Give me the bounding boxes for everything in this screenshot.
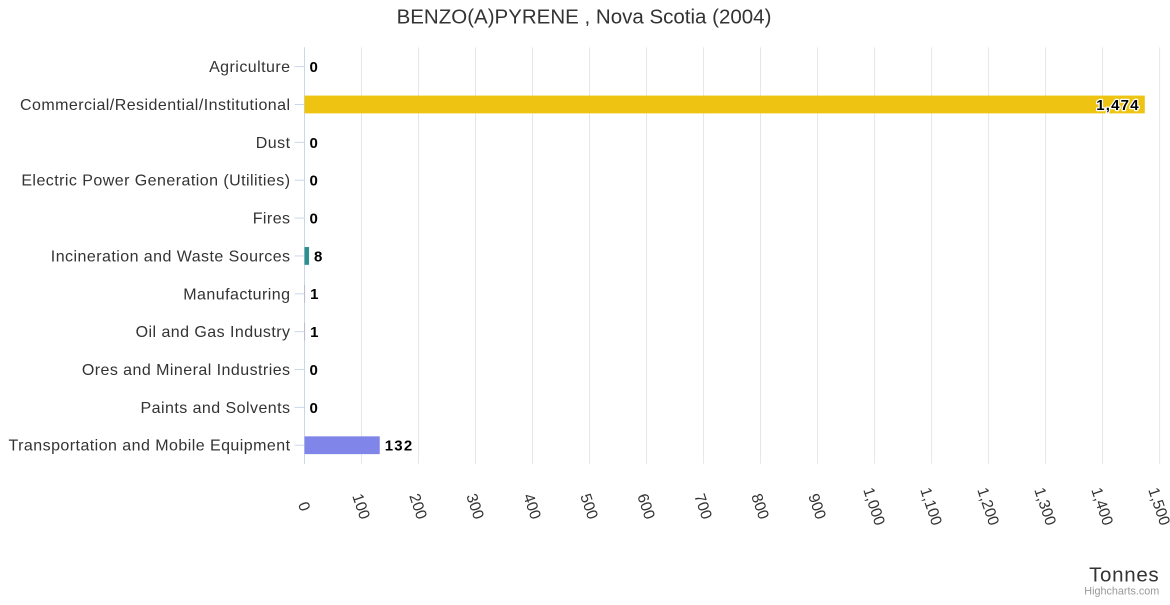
svg-text:Tonnes: Tonnes [1089,564,1159,587]
svg-text:Oil and Gas Industry: Oil and Gas Industry [136,324,291,341]
svg-text:0: 0 [310,362,320,379]
svg-text:Agriculture: Agriculture [209,59,290,76]
svg-text:0: 0 [310,135,320,152]
svg-text:132: 132 [385,438,414,455]
svg-text:Paints and Solvents: Paints and Solvents [141,400,291,417]
svg-text:Highcharts.com: Highcharts.com [1084,586,1159,598]
svg-text:Dust: Dust [256,135,291,152]
svg-text:Manufacturing: Manufacturing [183,286,290,303]
svg-text:Incineration and Waste Sources: Incineration and Waste Sources [51,248,291,265]
svg-text:1,474: 1,474 [1096,97,1140,114]
svg-text:8: 8 [314,248,324,265]
svg-text:Fires: Fires [253,211,291,228]
svg-text:1: 1 [310,324,320,341]
svg-text:1: 1 [310,286,320,303]
svg-text:0: 0 [310,400,320,417]
svg-text:BENZO(A)PYRENE , Nova Scotia (: BENZO(A)PYRENE , Nova Scotia (2004) [397,6,772,29]
svg-text:Ores and Mineral Industries: Ores and Mineral Industries [82,362,291,379]
svg-text:Commercial/Residential/Institu: Commercial/Residential/Institutional [20,97,291,114]
svg-text:0: 0 [310,59,320,76]
svg-text:Electric Power Generation (Uti: Electric Power Generation (Utilities) [21,173,290,190]
svg-text:Transportation and Mobile Equi: Transportation and Mobile Equipment [9,438,291,455]
svg-text:0: 0 [310,210,320,227]
svg-text:0: 0 [310,173,320,190]
